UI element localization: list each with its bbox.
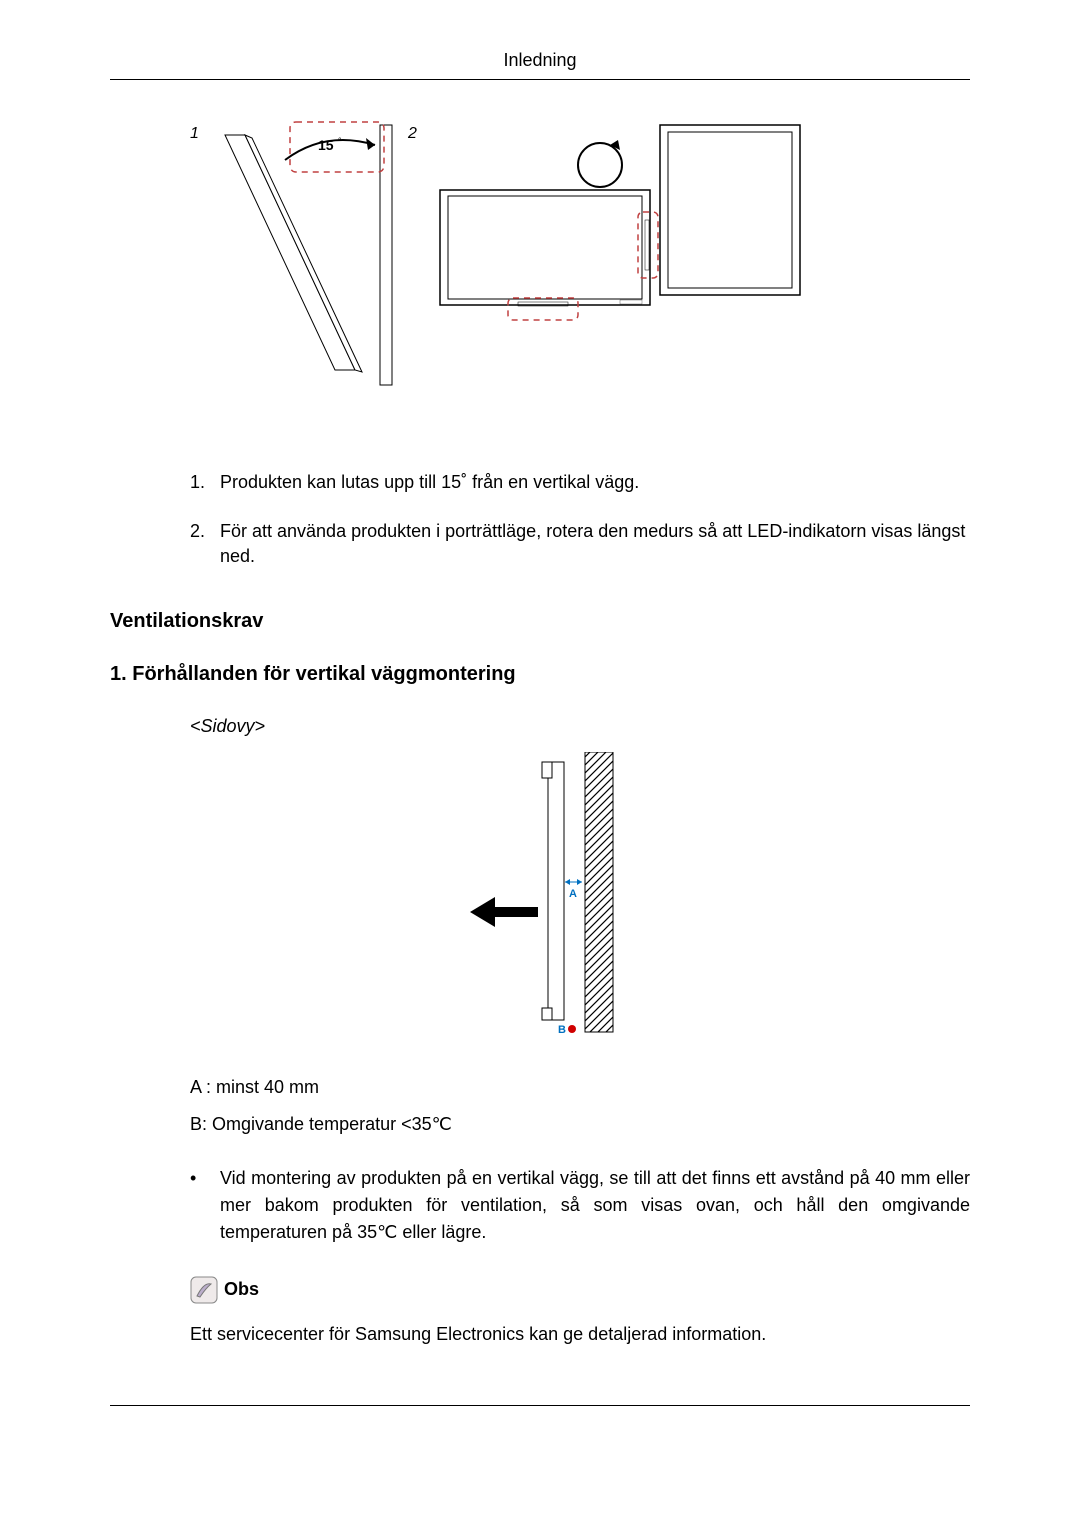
section-heading-ventilation: Ventilationskrav <box>110 610 970 633</box>
note-icon <box>190 1276 218 1304</box>
svg-text:A: A <box>569 888 577 900</box>
bullet-dot: • <box>190 1165 220 1246</box>
landscape-rear-view <box>440 190 658 320</box>
instruction-list: 1. Produkten kan lutas upp till 15˚ från… <box>190 470 970 570</box>
section-subheading-wall: 1. Förhållanden för vertikal väggmonteri… <box>110 663 970 686</box>
gap-A-marker: A <box>565 879 582 900</box>
item-text: Produkten kan lutas upp till 15˚ från en… <box>220 470 970 495</box>
note-row: Obs <box>190 1276 970 1304</box>
page-header: Inledning <box>110 50 970 80</box>
instruction-item-2: 2. För att använda produkten i porträttl… <box>190 519 970 569</box>
bullet-text: Vid montering av produkten på en vertika… <box>220 1165 970 1246</box>
B-marker: B <box>558 1024 576 1036</box>
spec-B: B: Omgivande temperatur <35℃ <box>190 1114 970 1135</box>
item-number: 2. <box>190 519 220 569</box>
note-text: Ett servicecenter för Samsung Electronic… <box>190 1324 970 1345</box>
item-text: För att använda produkten i porträttläge… <box>220 519 970 569</box>
fig-label-2: 2 <box>407 125 417 142</box>
fig-label-1: 1 <box>190 125 199 142</box>
spec-A: A : minst 40 mm <box>190 1077 970 1098</box>
svg-text:B: B <box>558 1024 566 1036</box>
footer-rule <box>110 1405 970 1406</box>
wall-hatch <box>585 752 613 1032</box>
page-title: Inledning <box>503 50 576 70</box>
airflow-arrow <box>470 897 538 927</box>
tilt-side-view: 15 ° <box>225 122 392 385</box>
ventilation-note-bullet: • Vid montering av produkten på en verti… <box>190 1165 970 1246</box>
side-view-caption: <Sidovy> <box>190 716 970 737</box>
tilt-rotation-figure: 1 15 ° 2 <box>190 120 970 430</box>
side-ventilation-figure: A B <box>110 752 970 1047</box>
instruction-item-1: 1. Produkten kan lutas upp till 15˚ från… <box>190 470 970 495</box>
item-number: 1. <box>190 470 220 495</box>
monitor-side <box>542 762 564 1020</box>
note-label: Obs <box>224 1279 259 1300</box>
svg-text:°: ° <box>338 136 342 146</box>
angle-label: 15 <box>318 137 334 153</box>
spec-list: A : minst 40 mm B: Omgivande temperatur … <box>190 1077 970 1135</box>
